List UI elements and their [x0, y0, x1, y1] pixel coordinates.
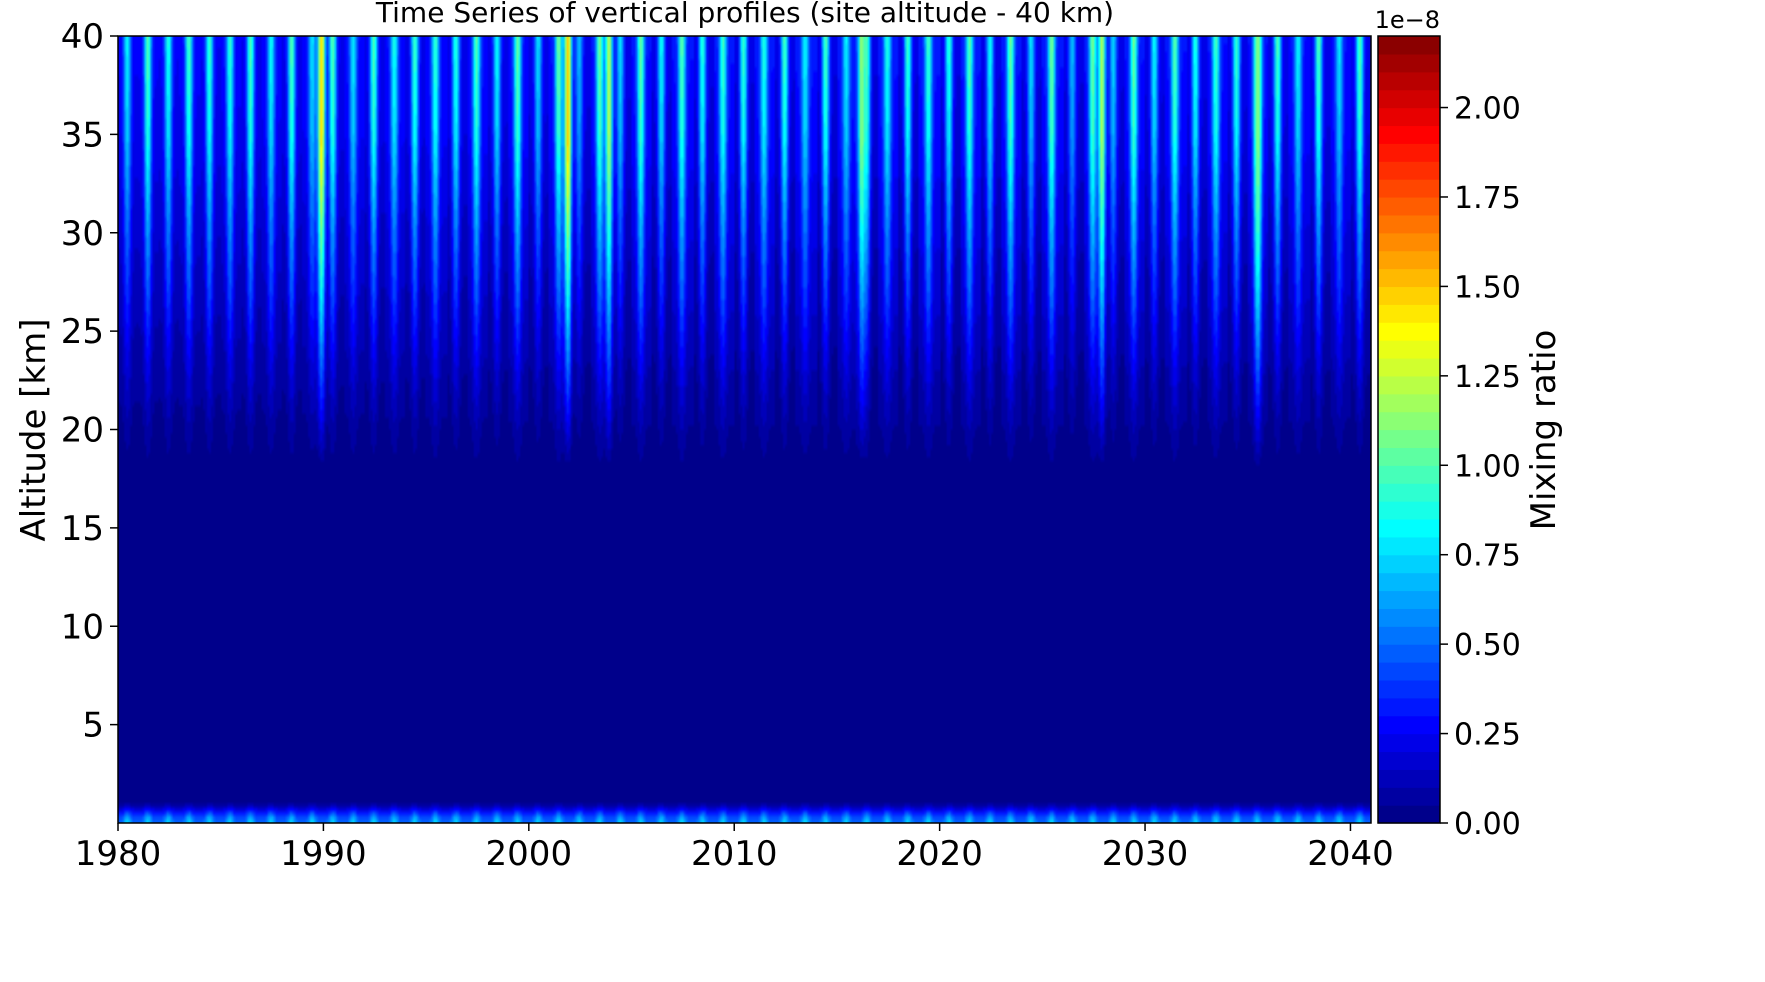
colorbar-level-swatch	[1378, 715, 1440, 735]
colorbar-level-swatch	[1378, 161, 1440, 180]
colorbar-tick-label: 1.50	[1454, 270, 1521, 305]
colorbar-level-swatch	[1378, 196, 1440, 216]
colorbar-level-swatch	[1378, 662, 1440, 681]
colorbar-level-swatch	[1378, 125, 1440, 144]
x-tick-label: 1980	[75, 834, 162, 874]
heatmap-image	[118, 36, 1371, 823]
colorbar-level-swatch	[1378, 36, 1440, 55]
colorbar-level-swatch	[1378, 769, 1440, 788]
colorbar-offset-text: 1e−8	[1375, 6, 1440, 34]
colorbar-level-swatch	[1378, 518, 1440, 538]
colorbar-ticks: 0.00 0.25 0.50 0.75 1.00 1.25 1.50 1.75 2.00	[1440, 92, 1521, 842]
colorbar-level-swatch	[1378, 787, 1440, 806]
x-tick-label: 1990	[280, 834, 367, 874]
heatmap-plot-area	[117, 35, 1372, 824]
y-tick-label: 25	[61, 312, 104, 352]
colorbar-level-swatch	[1378, 71, 1440, 91]
colorbar-tick-label: 1.75	[1454, 181, 1521, 216]
x-tick-label: 2010	[691, 834, 778, 874]
colorbar-frame	[1377, 35, 1441, 824]
colorbar-level-swatch	[1378, 501, 1440, 520]
colorbar-level-swatch	[1378, 554, 1440, 574]
colorbar-level-swatch	[1378, 590, 1440, 609]
y-tick-label: 20	[61, 411, 104, 451]
x-tick-label: 2040	[1307, 834, 1394, 874]
colorbar-level-swatch	[1378, 214, 1440, 234]
colorbar-level-swatch	[1378, 751, 1440, 770]
y-axis-label: Altitude [km]	[14, 318, 54, 541]
colorbar-level-swatch	[1378, 483, 1440, 502]
y-axis: 5 10 15 20 25 30 35 40	[61, 17, 118, 746]
colorbar-level-swatch	[1378, 107, 1440, 127]
y-tick-label: 35	[61, 115, 104, 155]
colorbar-levels	[1378, 36, 1440, 824]
colorbar-level-swatch	[1378, 447, 1440, 466]
colorbar-level-swatch	[1378, 608, 1440, 627]
colorbar-level-swatch	[1378, 465, 1440, 484]
colorbar-level-swatch	[1378, 536, 1440, 556]
y-tick-label: 5	[82, 706, 104, 746]
colorbar-label: Mixing ratio	[1524, 330, 1564, 531]
colorbar-tick-label: 0.00	[1454, 807, 1521, 842]
colorbar-level-swatch	[1378, 232, 1440, 252]
colorbar-level-swatch	[1378, 340, 1440, 359]
colorbar-level-swatch	[1378, 89, 1440, 109]
colorbar-tick-label: 0.75	[1454, 539, 1521, 574]
y-tick-label: 15	[61, 509, 104, 549]
chart-title: Time Series of vertical profiles (site a…	[375, 0, 1114, 29]
colorbar-level-swatch	[1378, 644, 1440, 663]
colorbar-level-swatch	[1378, 250, 1440, 270]
colorbar-tick-label: 1.25	[1454, 360, 1521, 395]
colorbar-level-swatch	[1378, 286, 1440, 305]
x-tick-label: 2020	[896, 834, 983, 874]
colorbar-level-swatch	[1378, 268, 1440, 288]
x-tick-label: 2030	[1102, 834, 1189, 874]
y-tick-label: 30	[61, 214, 104, 254]
colorbar-level-swatch	[1378, 322, 1440, 341]
colorbar-level-swatch	[1378, 411, 1440, 431]
colorbar: 0.00 0.25 0.50 0.75 1.00 1.25 1.50 1.75 2.00 1e−…	[1375, 6, 1564, 842]
colorbar-level-swatch	[1378, 304, 1440, 323]
colorbar-tick-label: 2.00	[1454, 92, 1521, 127]
colorbar-level-swatch	[1378, 679, 1440, 699]
colorbar-level-swatch	[1378, 357, 1440, 377]
colorbar-level-swatch	[1378, 805, 1440, 824]
colorbar-level-swatch	[1378, 626, 1440, 645]
colorbar-level-swatch	[1378, 697, 1440, 717]
colorbar-level-swatch	[1378, 375, 1440, 395]
colorbar-level-swatch	[1378, 393, 1440, 413]
colorbar-tick-label: 1.00	[1454, 449, 1521, 484]
colorbar-level-swatch	[1378, 179, 1440, 198]
colorbar-level-swatch	[1378, 143, 1440, 162]
colorbar-tick-label: 0.25	[1454, 718, 1521, 753]
y-tick-label: 40	[61, 17, 104, 57]
colorbar-level-swatch	[1378, 572, 1440, 592]
y-tick-label: 10	[61, 607, 104, 647]
x-axis: 1980 1990 2000 2010 2020 2030 2040	[75, 823, 1394, 874]
colorbar-tick-label: 0.50	[1454, 628, 1521, 663]
colorbar-level-swatch	[1378, 733, 1440, 753]
colorbar-level-swatch	[1378, 429, 1440, 448]
x-tick-label: 2000	[486, 834, 573, 874]
colorbar-level-swatch	[1378, 53, 1440, 73]
